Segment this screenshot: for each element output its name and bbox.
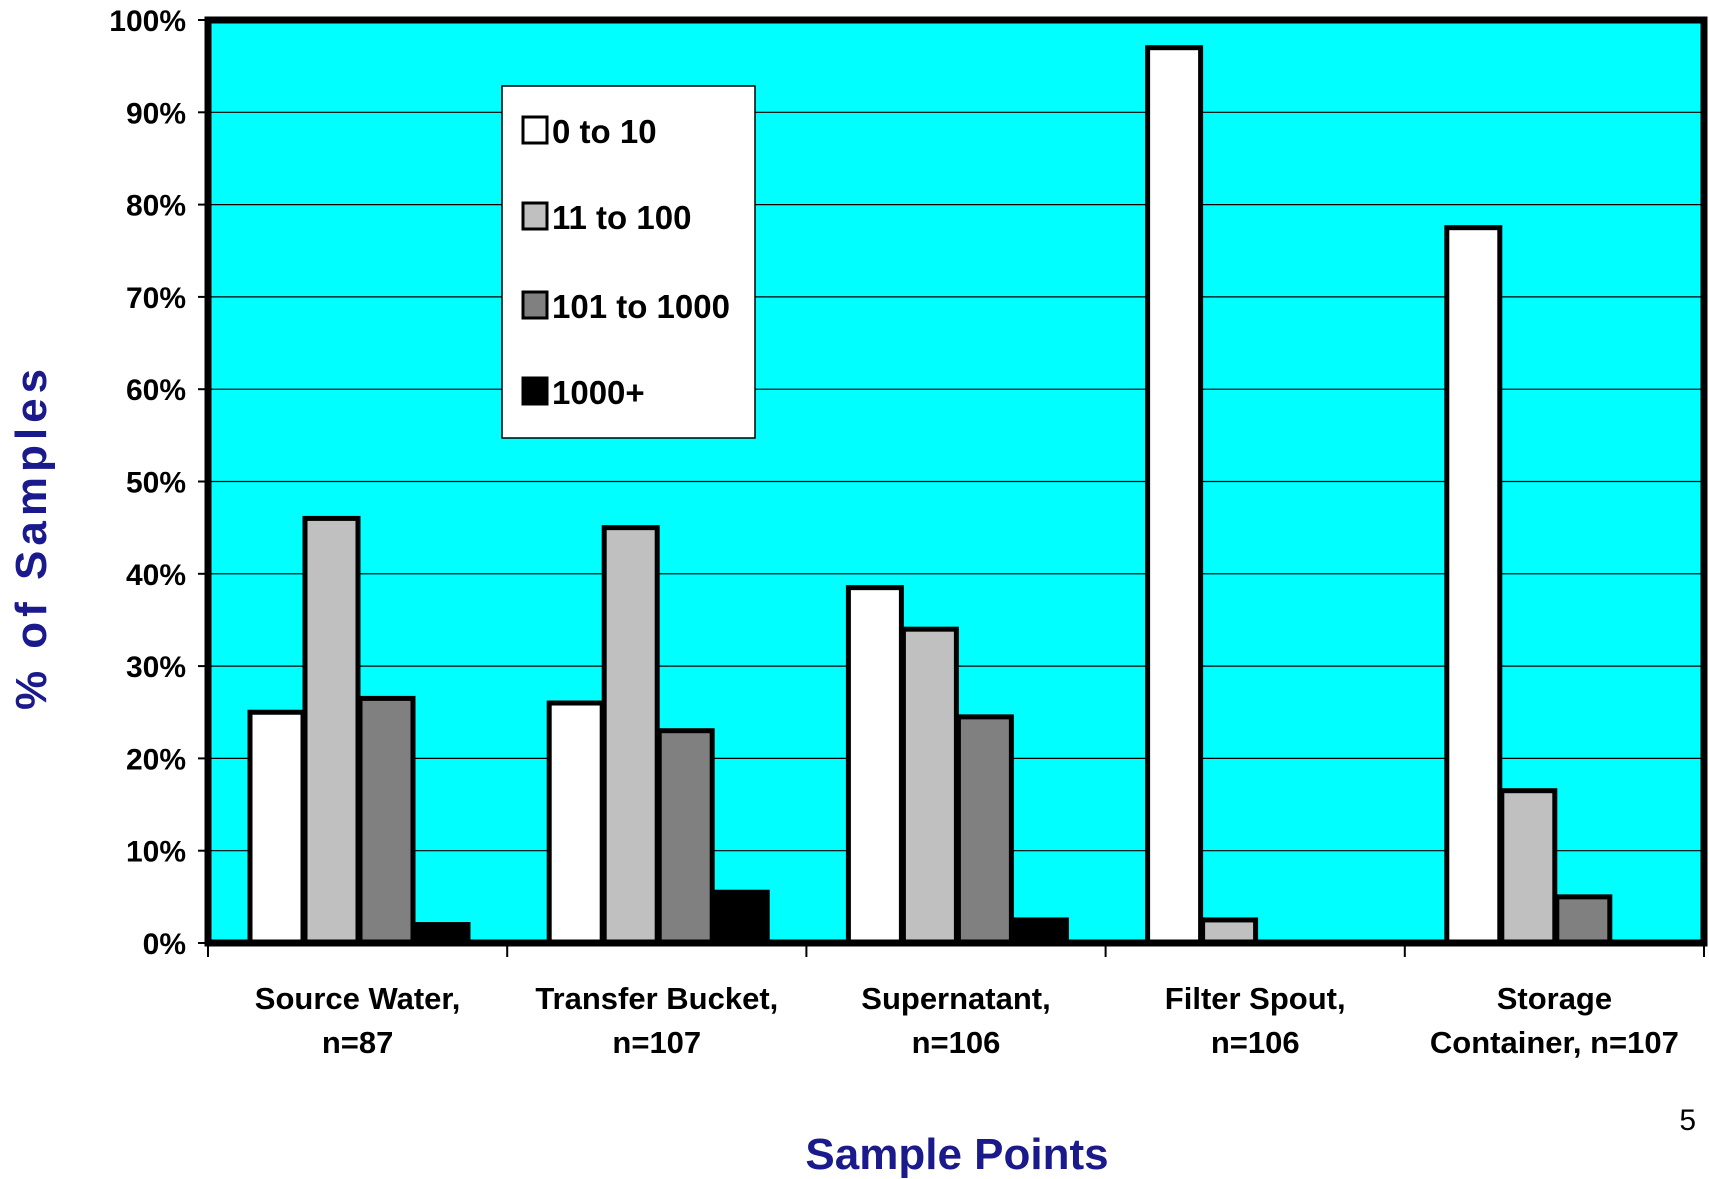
bar bbox=[900, 626, 959, 946]
category-label: n=106 bbox=[912, 1025, 1001, 1060]
y-tick-label: 100% bbox=[109, 5, 186, 38]
legend-label: 1000+ bbox=[552, 374, 645, 411]
legend-swatch bbox=[521, 201, 549, 231]
category-label: Transfer Bucket, bbox=[535, 981, 778, 1016]
bar bbox=[845, 585, 904, 946]
category-label: Filter Spout, bbox=[1165, 981, 1346, 1016]
y-tick-label: 50% bbox=[126, 467, 186, 500]
bar bbox=[247, 709, 306, 946]
category-label: Container, n=107 bbox=[1430, 1025, 1679, 1060]
legend-swatch bbox=[521, 376, 549, 406]
category-label: Storage bbox=[1497, 981, 1612, 1016]
legend: 0 to 10 11 to 100 101 to 1000 1000+ bbox=[501, 85, 756, 439]
bar bbox=[357, 695, 416, 946]
bar bbox=[302, 515, 361, 946]
y-axis-title: % of Samples bbox=[7, 364, 56, 710]
y-tick-label: 20% bbox=[126, 743, 186, 776]
y-tick-label: 60% bbox=[126, 374, 186, 407]
bar bbox=[1554, 894, 1613, 946]
category-label: Supernatant, bbox=[861, 981, 1050, 1016]
bar bbox=[1444, 225, 1503, 946]
y-axis: 0% 10% 20% 30% 40% 50% 60% 70% 80% 90% 100% bbox=[109, 5, 208, 961]
legend-label: 11 to 100 bbox=[552, 199, 691, 236]
y-tick-label: 90% bbox=[126, 97, 186, 130]
x-axis-title: Sample Points bbox=[805, 1130, 1108, 1179]
bar bbox=[601, 525, 660, 946]
x-axis: Source Water, n=87 Transfer Bucket, n=107 Su… bbox=[207, 943, 1705, 1060]
category-label: n=87 bbox=[322, 1025, 394, 1060]
bar bbox=[546, 700, 605, 946]
y-tick-label: 80% bbox=[126, 190, 186, 223]
bars bbox=[247, 45, 1613, 946]
legend-label: 0 to 10 bbox=[552, 113, 657, 150]
category-label: Source Water, bbox=[255, 981, 461, 1016]
y-tick-label: 30% bbox=[126, 651, 186, 684]
category-label: n=107 bbox=[612, 1025, 701, 1060]
page-number: 5 bbox=[1679, 1104, 1696, 1137]
y-tick-label: 70% bbox=[126, 282, 186, 315]
bar bbox=[1145, 45, 1204, 946]
category-label: n=106 bbox=[1211, 1025, 1300, 1060]
y-tick-label: 0% bbox=[143, 928, 186, 961]
legend-swatch bbox=[521, 290, 549, 320]
legend-swatch bbox=[521, 115, 549, 145]
bar bbox=[955, 714, 1014, 946]
bar bbox=[711, 889, 770, 946]
bar bbox=[1499, 788, 1558, 946]
y-tick-label: 40% bbox=[126, 559, 186, 592]
legend-label: 101 to 1000 bbox=[552, 288, 730, 325]
bar bbox=[656, 728, 715, 946]
y-tick-label: 10% bbox=[126, 836, 186, 869]
